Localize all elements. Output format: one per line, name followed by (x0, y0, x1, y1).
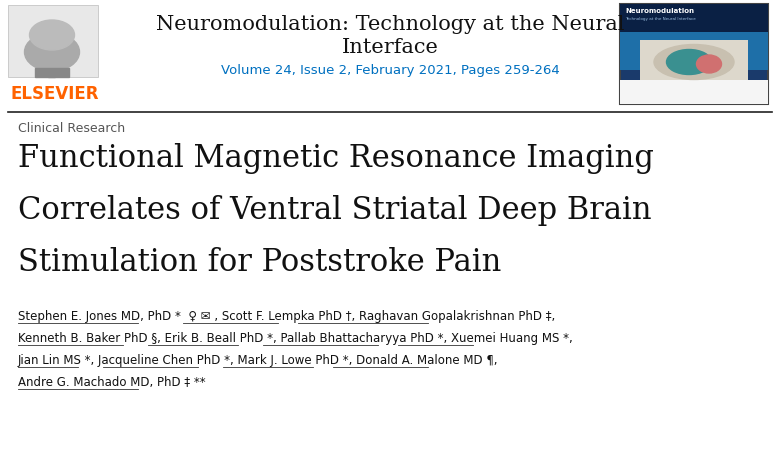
FancyBboxPatch shape (620, 32, 768, 70)
Ellipse shape (24, 33, 80, 71)
Text: Stephen E. Jones MD, PhD *  ♀ ✉ , Scott F. Lempka PhD †, Raghavan Gopalakrishnan: Stephen E. Jones MD, PhD * ♀ ✉ , Scott F… (18, 310, 555, 323)
Ellipse shape (30, 20, 75, 50)
Bar (35, 68, 69, 77)
Ellipse shape (697, 55, 722, 73)
Text: Interface: Interface (342, 38, 438, 57)
FancyBboxPatch shape (620, 80, 768, 104)
Text: Andre G. Machado MD, PhD ‡ **: Andre G. Machado MD, PhD ‡ ** (18, 376, 206, 389)
Text: Neuromodulation: Neuromodulation (625, 8, 694, 14)
Text: Stimulation for Poststroke Pain: Stimulation for Poststroke Pain (18, 247, 502, 278)
Text: Correlates of Ventral Striatal Deep Brain: Correlates of Ventral Striatal Deep Brai… (18, 195, 651, 226)
Text: Technology at the Neural Interface: Technology at the Neural Interface (625, 17, 696, 21)
Text: Kenneth B. Baker PhD §, Erik B. Beall PhD *, Pallab Bhattacharyya PhD *, Xuemei : Kenneth B. Baker PhD §, Erik B. Beall Ph… (18, 332, 573, 345)
Text: ELSEVIER: ELSEVIER (10, 85, 98, 103)
Text: Volume 24, Issue 2, February 2021, Pages 259-264: Volume 24, Issue 2, February 2021, Pages… (221, 64, 559, 77)
Text: Neuromodulation: Technology at the Neural: Neuromodulation: Technology at the Neura… (156, 15, 624, 34)
Ellipse shape (654, 45, 734, 79)
Text: Functional Magnetic Resonance Imaging: Functional Magnetic Resonance Imaging (18, 143, 654, 174)
FancyBboxPatch shape (640, 40, 748, 80)
Bar (48, 55, 55, 77)
Text: Jian Lin MS *, Jacqueline Chen PhD *, Mark J. Lowe PhD *, Donald A. Malone MD ¶,: Jian Lin MS *, Jacqueline Chen PhD *, Ma… (18, 354, 498, 367)
FancyBboxPatch shape (620, 4, 768, 34)
FancyBboxPatch shape (620, 4, 768, 104)
Text: Clinical Research: Clinical Research (18, 122, 125, 135)
FancyBboxPatch shape (8, 5, 98, 77)
Ellipse shape (666, 49, 711, 75)
